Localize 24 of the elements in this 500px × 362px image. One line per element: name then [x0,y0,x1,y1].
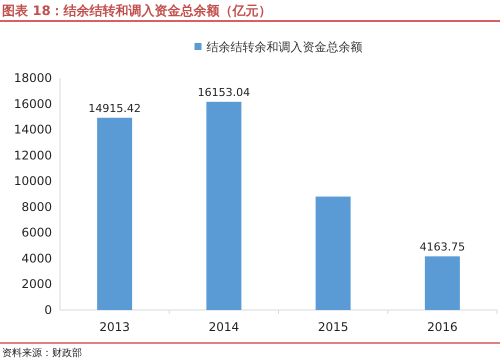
y-tick-label: 10000 [14,174,52,188]
bar [424,256,460,310]
bar [316,196,351,310]
y-tick-label: 18000 [14,71,52,85]
y-tick-label: 2000 [21,277,52,292]
x-tick-label: 2013 [99,320,130,334]
y-tick-label: 16000 [14,96,52,111]
x-tick-label: 2014 [208,320,240,334]
y-tick-label: 0 [44,303,52,317]
y-tick-label: 6000 [21,226,52,240]
legend: 结余结转余和调入资金总余额 [194,40,362,54]
x-tick-label: 2015 [318,320,348,334]
data-label: 16153.04 [198,86,250,99]
y-tick-label: 12000 [14,148,52,162]
data-label: 4163.75 [420,240,466,254]
y-tick-label: 4000 [21,251,52,266]
data-label: 14915.42 [88,102,141,115]
y-tick-label: 14000 [14,122,52,137]
title: 图表 18：结余结转和调入资金总余额（亿元） [2,4,272,19]
x-tick-label: 2016 [427,320,458,334]
y-tick-label: 8000 [21,200,52,214]
bar [206,102,242,310]
bar [97,118,132,310]
text: 资料来源：财政部 [2,347,82,359]
